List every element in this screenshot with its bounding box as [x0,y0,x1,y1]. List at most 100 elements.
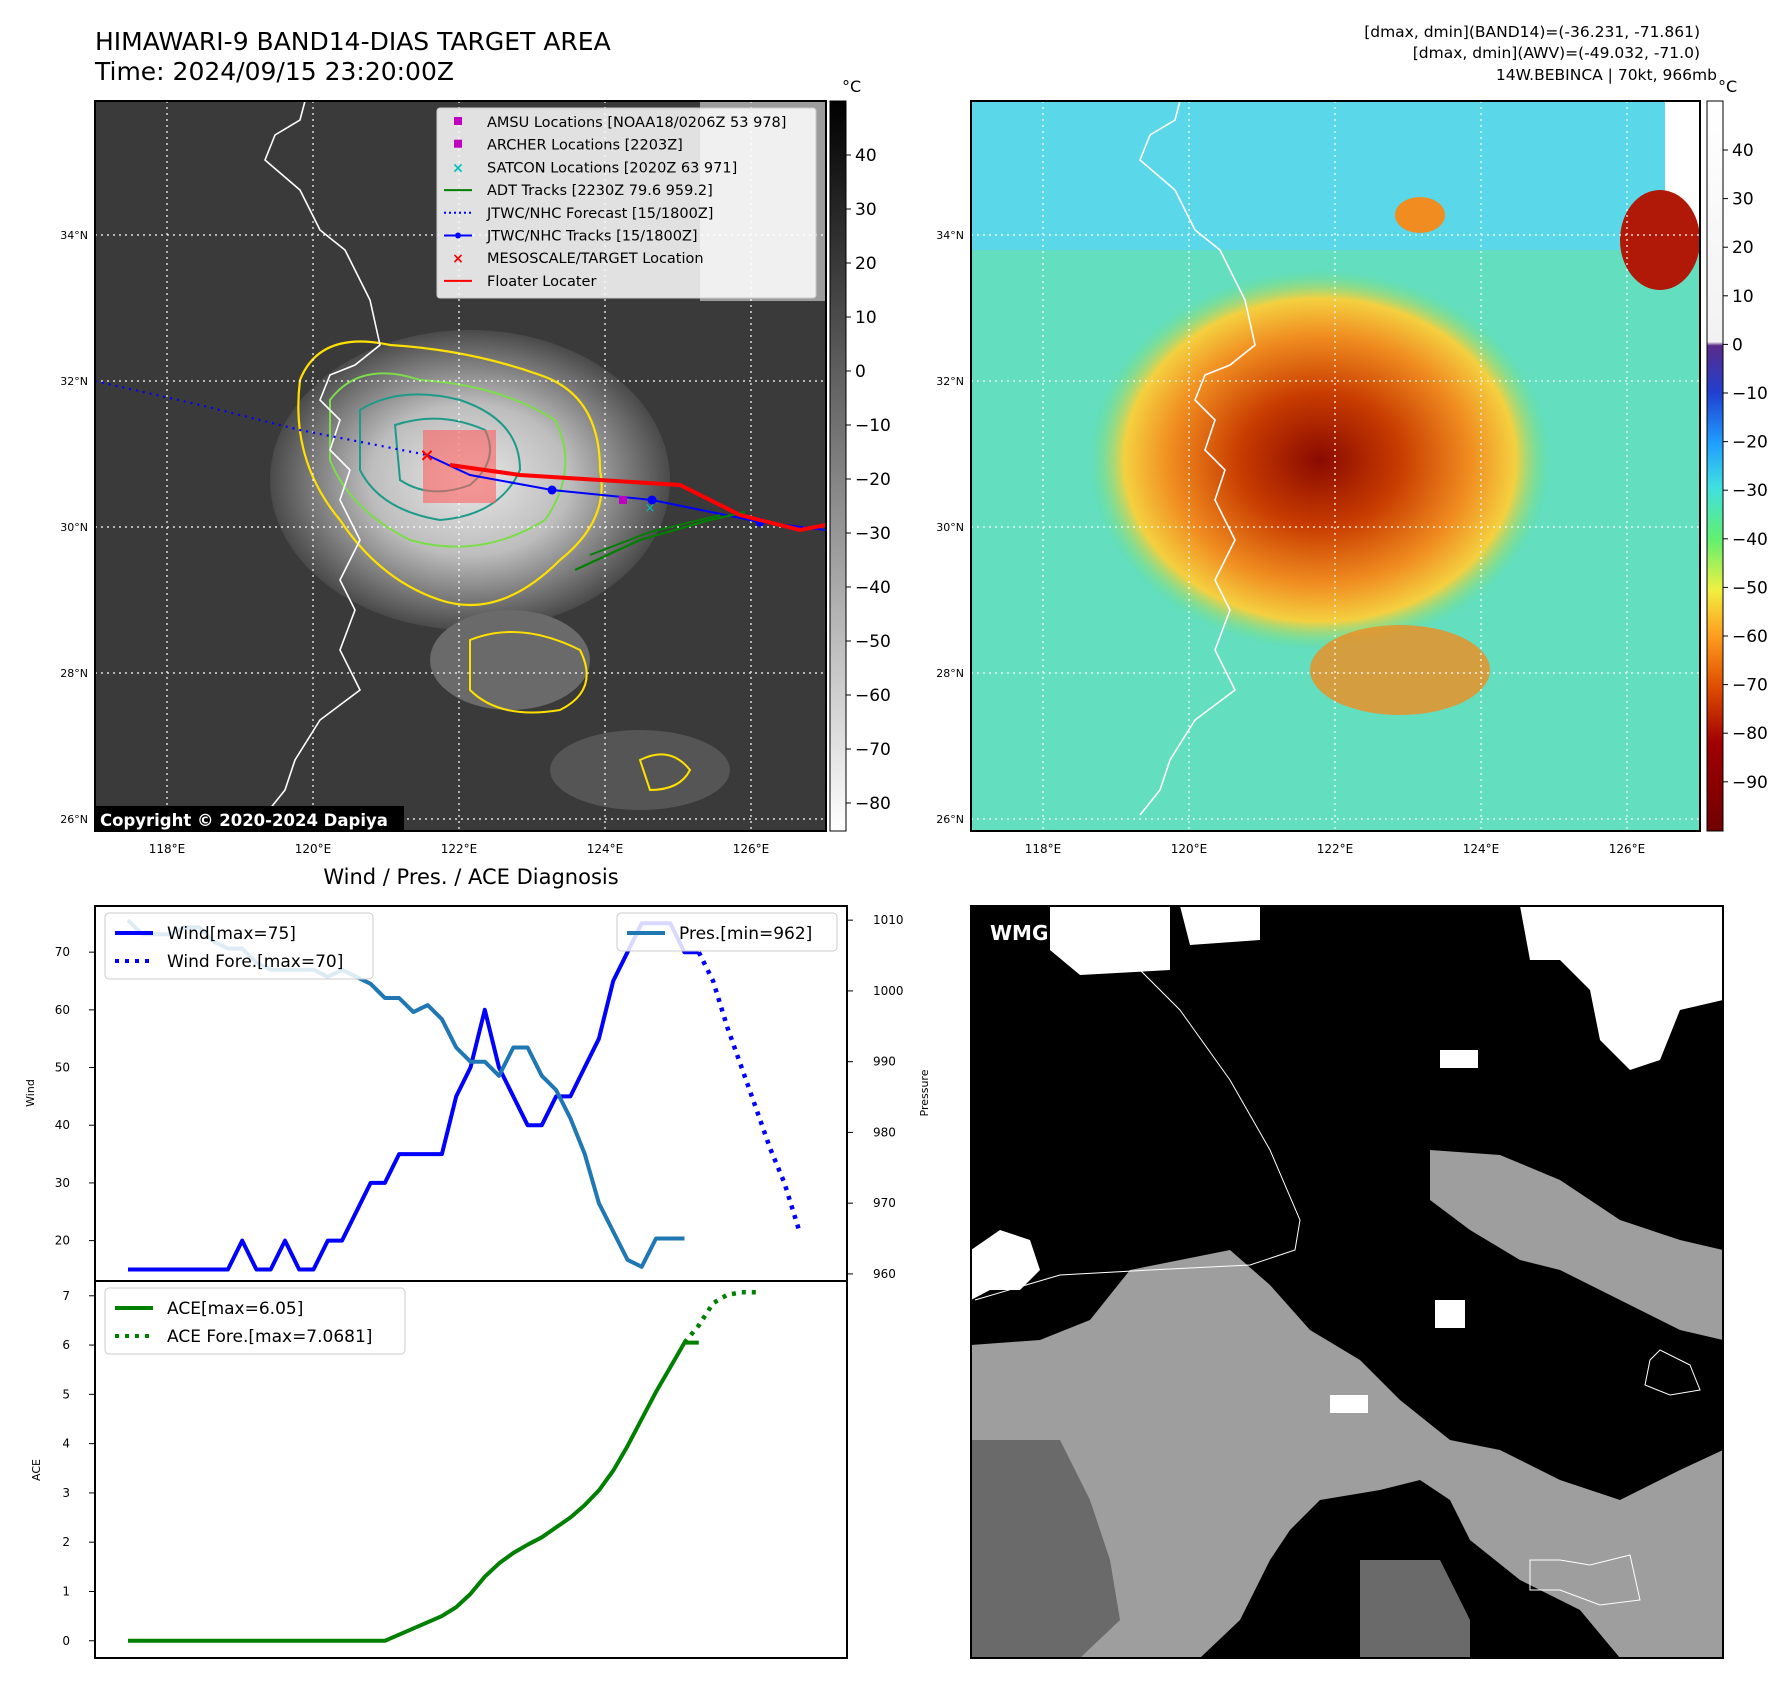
colorbar-tick-label: −50 [1732,578,1768,598]
pressure-tick-label: 1010 [873,913,904,927]
ace-axis-label: ACE [30,1459,43,1481]
colorbar-tick-label: −20 [855,470,891,490]
chart-legends: Wind[max=75] Wind Fore.[max=70] Pres.[min=… [104,912,838,1355]
amsu-marker [619,496,627,504]
ir-cloud-band-2 [550,730,730,810]
pressure-tick-label: 1000 [873,984,904,998]
figure-title: HIMAWARI-9 BAND14-DIAS TARGET AREA [95,27,611,56]
wv-cold-cloud-ne [1620,190,1700,290]
colorbar-tick-label: 30 [1732,190,1754,210]
wmg-moderate-region [971,1250,1723,1658]
legend-box [436,107,817,299]
wind-tick-label: 20 [55,1234,70,1248]
colorbar-tick-label: 20 [1732,238,1754,258]
legend-entry: ADT Tracks [2230Z 79.6 959.2] [444,183,713,199]
copyright-text: Copyright © 2020-2024 Dapiya [100,811,388,830]
lat-label: 28°N [60,667,88,680]
colorbar-tick-label: −70 [855,740,891,760]
wv-lat-labels: 34°N 32°N 30°N 28°N 26°N [936,229,964,826]
wv-lon-labels: 118°E 120°E 122°E 124°E 126°E [1025,842,1646,856]
wmg-white-spot [1440,1050,1478,1068]
ace-tick-label: 6 [62,1338,70,1352]
ace-tick-label: 4 [62,1437,70,1451]
lon-label: 122°E [1317,842,1354,856]
lon-label: 124°E [587,842,624,856]
stats-awv: [dmax, dmin](AWV)=(-49.032, -71.0) [1413,44,1700,62]
wmg-island-2 [1644,1349,1701,1396]
contour-teal-outer [359,393,522,522]
jtwc-track-point [547,485,557,495]
pressure-tick-label: 970 [873,1196,896,1210]
colorbar-tick-label: 40 [1732,141,1754,161]
wv-colorbar-unit: °C [1718,77,1737,96]
wmg-panel: WMG Count: 0 [971,906,1723,1658]
contour-yellow-south [469,631,588,714]
pressure-tick-label: 980 [873,1125,896,1139]
colorbar-tick-label: −90 [1732,773,1768,793]
colorbar-tick-label: −40 [1732,530,1768,550]
colorbar-tick-label: −80 [1732,724,1768,744]
legend-label: ARCHER Locations [2203Z] [487,138,683,154]
colorbar-tick-label: 20 [855,254,877,274]
figure-time: Time: 2024/09/15 23:20:00Z [94,57,454,86]
lat-label: 30°N [936,521,964,534]
legend-label: AMSU Locations [NOAA18/0206Z 53 978] [487,115,786,131]
pressure-tick-label: 960 [873,1267,896,1281]
lat-label: 32°N [936,375,964,388]
legend-label: JTWC/NHC Tracks [15/1800Z] [486,229,698,245]
map-legend: AMSU Locations [NOAA18/0206Z 53 978] ARCH… [436,107,817,299]
ace-forecast-series-line [682,1290,756,1345]
ace-series-line [128,1340,699,1643]
storm-info: 14W.BEBINCA | 70kt, 966mb [1496,66,1717,84]
lat-label: 26°N [60,813,88,826]
ir-map-frame [94,100,827,832]
colorbar-tick-label: −80 [855,794,891,814]
colorbar-tick-label: −20 [1732,433,1768,453]
legend-label: Floater Locater [487,274,596,290]
wv-coastline [1139,101,1256,816]
lat-label: 34°N [936,229,964,242]
wind-forecast-series-line [696,951,801,1230]
pressure-axis-label: Pressure [918,1069,931,1116]
colorbar-tick-label: −10 [1732,384,1768,404]
chart-legend-label: Wind[max=75] [167,924,296,944]
lon-label: 122°E [441,842,478,856]
colorbar-tick-label: −40 [855,578,891,598]
wmg-white-region-ne [1520,906,1723,1070]
wmg-moderate-region-ne [1430,1150,1723,1340]
colorbar-tick-label: −70 [1732,676,1768,696]
wv-band-south [1310,625,1490,715]
lon-label: 120°E [295,842,332,856]
colorbar-tick-label: 10 [1732,287,1754,307]
jtwc-track-point-2 [647,495,657,505]
lat-label: 32°N [60,375,88,388]
colorbar-tick-label: 0 [855,362,866,382]
legend-label: JTWC/NHC Forecast [15/1800Z] [486,206,713,222]
wv-storm [1090,270,1550,650]
ir-lon-labels: 118°E 120°E 122°E 124°E 126°E [149,842,770,856]
chart-legend-box [616,912,838,952]
wmg-count-label: WMG Count: 0 [990,921,1151,945]
wind-tick-label: 30 [55,1176,70,1190]
wmg-white-region-n [1050,906,1170,975]
colorbar-tick-label: −30 [855,524,891,544]
legend-entry: JTWC/NHC Forecast [15/1800Z] [444,206,713,222]
wv-colorbar [1706,100,1724,832]
colorbar-tick-label: −60 [855,686,891,706]
stats-band14: [dmax, dmin](BAND14)=(-36.231, -71.861) [1364,23,1700,41]
wind-tick-label: 40 [55,1118,70,1132]
lon-label: 118°E [1025,842,1062,856]
chart-title: Wind / Pres. / ACE Diagnosis [323,865,618,889]
pressure-tick-label: 990 [873,1055,896,1069]
ir-coastline [264,101,381,816]
colorbar-tick-label: 10 [855,308,877,328]
lon-label: 126°E [733,842,770,856]
wind-axis-label: Wind [24,1079,37,1107]
ir-colorbar [829,100,847,832]
wmg-frame [970,905,1724,1659]
chart-legend-label: ACE[max=6.05] [167,1299,303,1319]
legend-entry: × MESOSCALE/TARGET Location [452,251,703,267]
legend-entry: ARCHER Locations [2203Z] [454,138,683,154]
ace-tick-label: 1 [62,1584,70,1598]
